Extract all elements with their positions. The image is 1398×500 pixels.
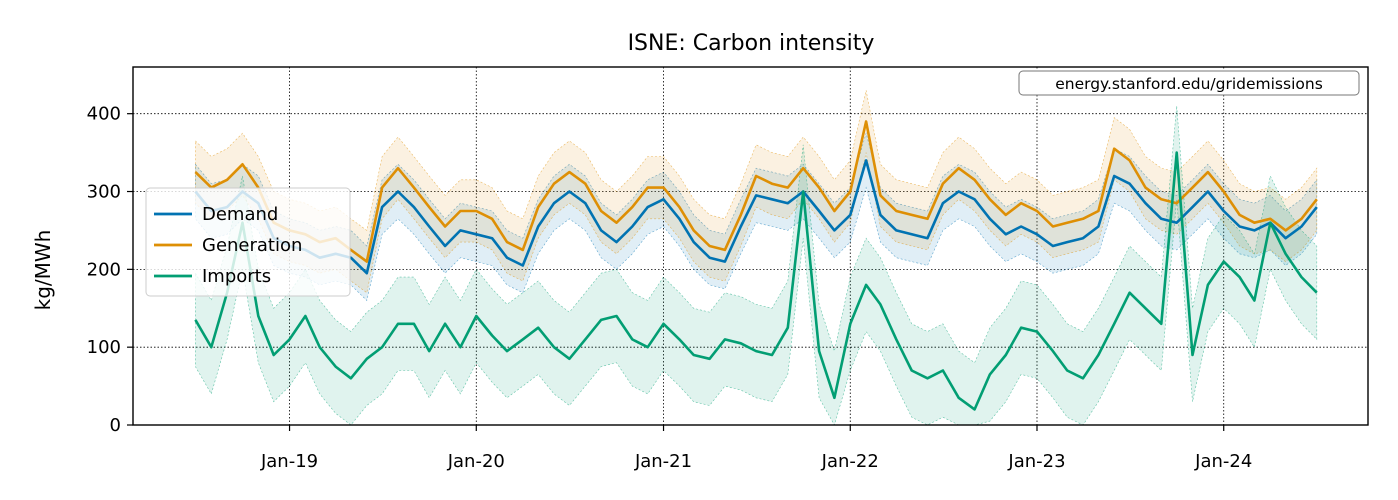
- series-lines: [194, 120, 1318, 411]
- line-demand: [194, 159, 1318, 275]
- legend-label-imports: Imports: [202, 266, 271, 287]
- y-axis-label: kg/MWh: [31, 230, 55, 311]
- series-bands: [195, 90, 1318, 425]
- line-imports: [194, 151, 1318, 411]
- watermark-frame: [1018, 70, 1360, 96]
- y-tick-label: 0: [110, 415, 121, 436]
- y-tick-label: 200: [87, 259, 121, 280]
- band-generation: [195, 90, 1318, 294]
- watermark-box: energy.stanford.edu/gridemissions: [1018, 70, 1360, 96]
- x-tick-label: Jan-21: [634, 451, 692, 472]
- legend-box: [145, 187, 351, 297]
- x-tick-label: Jan-20: [447, 451, 505, 472]
- band-imports: [195, 105, 1318, 425]
- line-generation: [194, 120, 1318, 263]
- x-tick-label: Jan-19: [260, 451, 318, 472]
- y-tick-label: 100: [87, 337, 121, 358]
- x-tick-label: Jan-22: [821, 451, 879, 472]
- x-tick-label: Jan-24: [1194, 451, 1252, 472]
- x-tick-label: Jan-23: [1007, 451, 1065, 472]
- chart-title: ISNE: Carbon intensity: [628, 31, 875, 56]
- legend-label-demand: Demand: [202, 204, 278, 225]
- y-tick-label: 300: [87, 182, 121, 203]
- legend: Demand Generation Imports: [145, 187, 351, 297]
- y-tick-label: 400: [87, 104, 121, 125]
- legend-label-generation: Generation: [202, 235, 302, 256]
- watermark-text: energy.stanford.edu/gridemissions: [1055, 75, 1323, 93]
- plot-frame: [132, 66, 1369, 426]
- axes: Jan-19 Jan-20 Jan-21 Jan-22 Jan-23 Jan-24 0 100…: [87, 66, 1369, 472]
- band-demand: [195, 132, 1318, 302]
